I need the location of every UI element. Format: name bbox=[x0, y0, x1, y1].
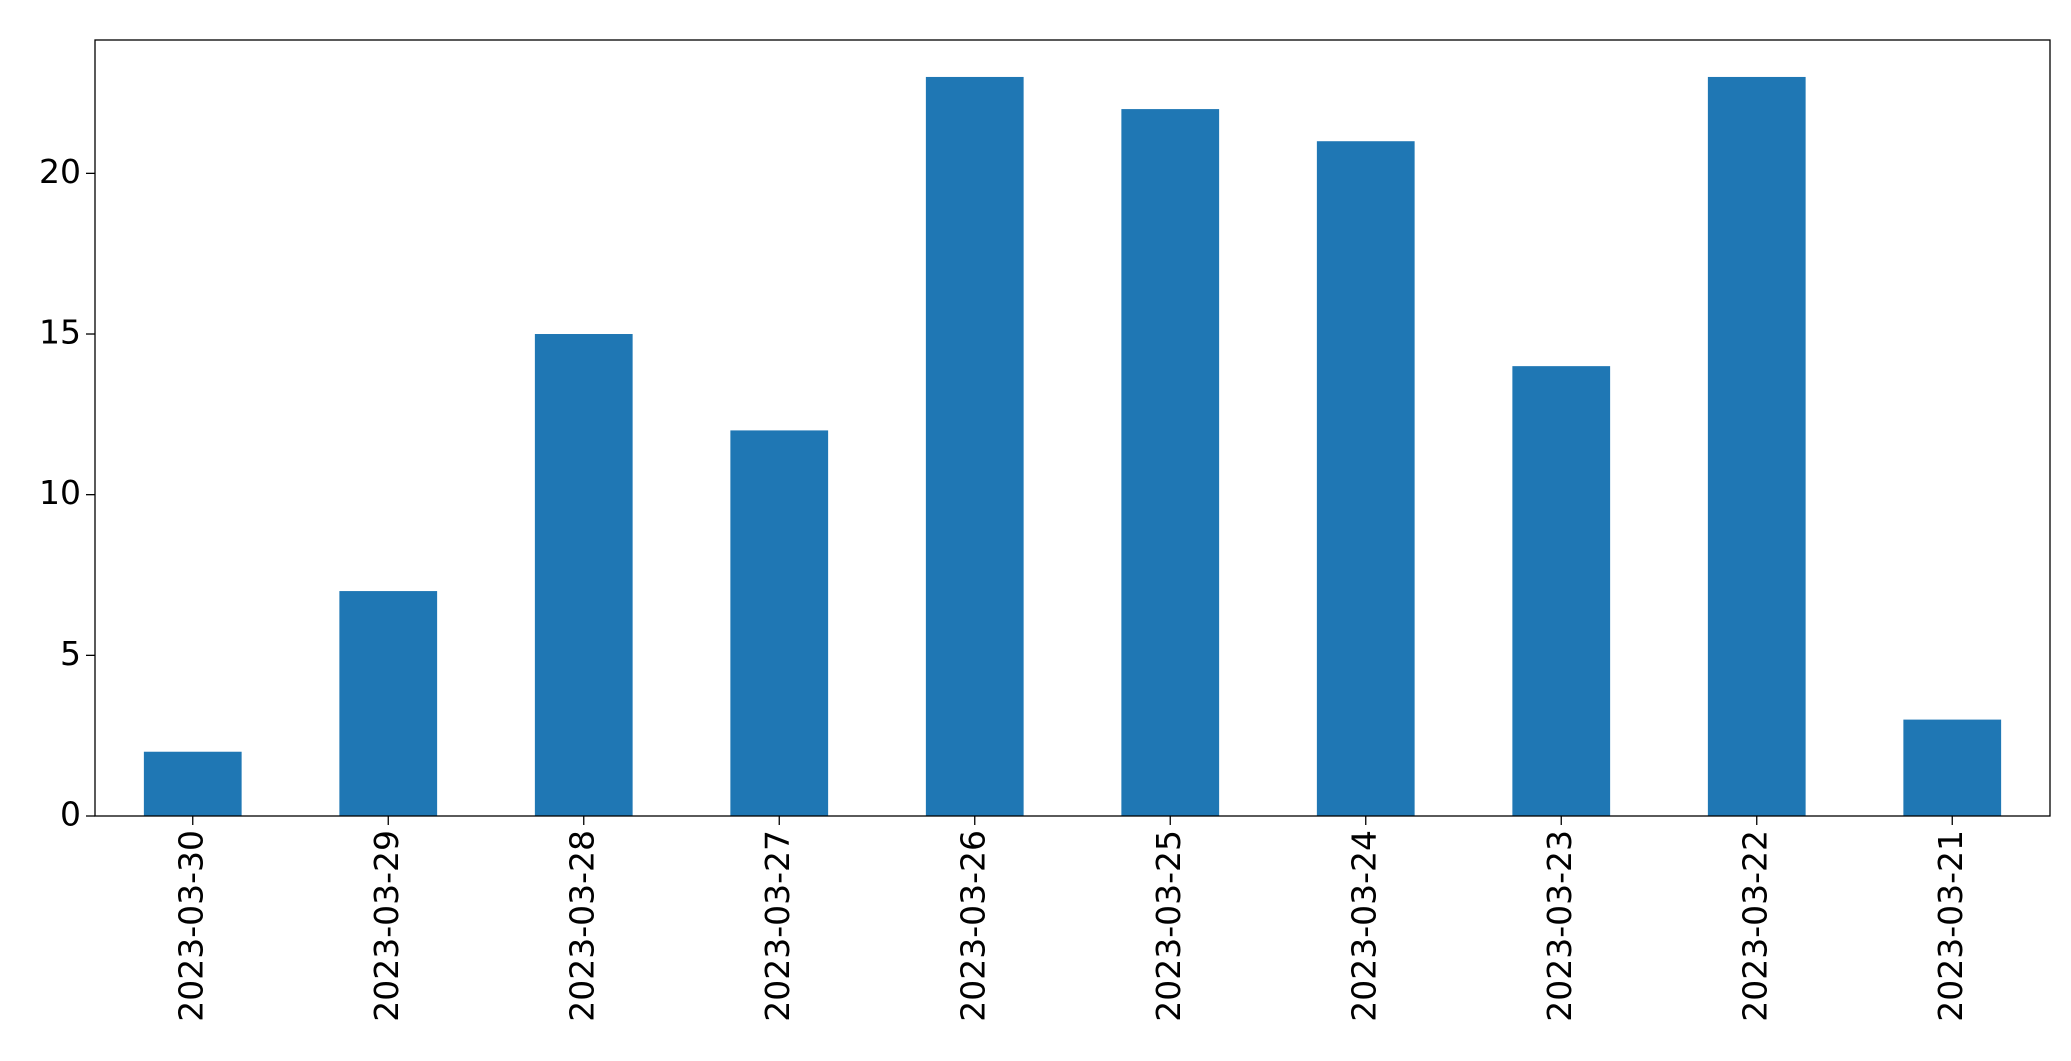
y-tick-label: 0 bbox=[60, 795, 81, 834]
y-tick-label: 15 bbox=[39, 313, 81, 352]
bar bbox=[534, 334, 633, 816]
bar bbox=[143, 751, 242, 816]
bar bbox=[339, 591, 438, 816]
bar bbox=[1512, 366, 1611, 816]
y-tick-label: 20 bbox=[39, 152, 81, 191]
y-tick-label: 10 bbox=[39, 473, 81, 512]
bar bbox=[1707, 76, 1806, 816]
bar bbox=[1903, 719, 2002, 816]
bar bbox=[1316, 141, 1415, 816]
x-tick-label: 2023-03-26 bbox=[953, 830, 992, 1022]
bar bbox=[1121, 109, 1220, 816]
x-tick-label: 2023-03-25 bbox=[1149, 830, 1188, 1022]
x-tick-label: 2023-03-27 bbox=[758, 830, 797, 1022]
x-tick-label: 2023-03-29 bbox=[367, 830, 406, 1022]
bar bbox=[730, 430, 829, 816]
x-tick-label: 2023-03-22 bbox=[1735, 830, 1774, 1022]
x-tick-label: 2023-03-28 bbox=[562, 830, 601, 1022]
x-tick-label: 2023-03-24 bbox=[1344, 830, 1383, 1022]
x-tick-label: 2023-03-30 bbox=[171, 830, 210, 1022]
plot-frame bbox=[94, 39, 2051, 817]
bar bbox=[925, 76, 1024, 816]
x-tick-label: 2023-03-21 bbox=[1931, 830, 1970, 1022]
y-tick-label: 5 bbox=[60, 634, 81, 673]
x-tick-label: 2023-03-23 bbox=[1540, 830, 1579, 1022]
